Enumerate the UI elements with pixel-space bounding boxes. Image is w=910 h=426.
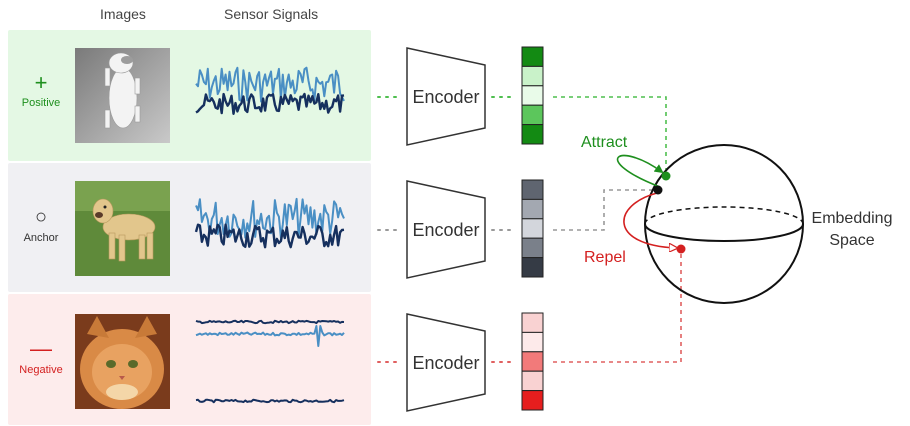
signal-trace — [194, 223, 345, 249]
repel-label: Repel — [584, 249, 626, 266]
anchor-label: Anchor — [23, 232, 59, 244]
repel-arrow — [623, 192, 676, 248]
positive-sensor-signals — [195, 66, 345, 115]
embedding-cell — [521, 351, 544, 372]
embedding-cell — [521, 218, 544, 239]
negative-symbol: — — [30, 336, 52, 361]
embedding-cell — [521, 312, 544, 333]
anchor-point — [653, 185, 663, 195]
positive-dog-photo — [75, 48, 170, 143]
negative-embedding-path — [553, 252, 682, 363]
positive-embedding-path — [553, 96, 667, 170]
embedding-space-label-line1: Embedding — [812, 210, 893, 227]
negative-label: Negative — [19, 364, 63, 376]
signal-trace — [195, 66, 345, 103]
sensor-signals-header: Sensor Signals — [224, 6, 319, 22]
attract-arrow — [616, 154, 664, 188]
embedding-cell — [521, 198, 544, 220]
positive-encoder-label: Encoder — [412, 87, 479, 107]
attract-label: Attract — [581, 134, 628, 151]
embedding-cell — [521, 124, 544, 145]
positive-symbol: + — [34, 70, 48, 95]
embedding-cell — [521, 331, 544, 353]
anchor-embedding-path — [553, 189, 652, 231]
embedding-cell — [521, 237, 544, 259]
anchor-row-panel — [8, 163, 371, 292]
anchor-dog-photo — [75, 181, 170, 276]
positive-label: Positive — [21, 97, 61, 109]
embedding-cell — [521, 257, 544, 278]
embedding-cell — [521, 46, 544, 67]
signal-trace — [195, 92, 345, 115]
negative-cat-photo — [75, 314, 170, 409]
embedding-cell — [521, 85, 544, 106]
anchor-symbol: ○ — [34, 206, 48, 228]
negative-encoder-label: Encoder — [412, 353, 479, 373]
embedding-cell — [521, 390, 544, 411]
embedding-cell — [521, 179, 544, 200]
positive-embedding-vector — [521, 46, 544, 145]
anchor-encoder: Encoder — [406, 180, 486, 279]
negative-sensor-signals — [195, 319, 345, 404]
negative-point — [676, 244, 686, 254]
embedding-cell — [521, 65, 544, 87]
positive-row-panel — [8, 30, 371, 161]
negative-row-panel — [8, 294, 371, 425]
positive-encoder: Encoder — [406, 47, 486, 146]
positive-point — [661, 171, 671, 181]
negative-embedding-vector — [521, 312, 544, 411]
anchor-embedding-vector — [521, 179, 544, 278]
negative-encoder: Encoder — [406, 313, 486, 412]
images-header: Images — [100, 6, 146, 22]
embedding-space-label-line2: Space — [829, 232, 874, 249]
embedding-sphere — [644, 144, 804, 304]
signal-trace — [195, 319, 345, 325]
signal-trace — [195, 398, 345, 404]
embedding-cell — [521, 104, 544, 126]
embedding-cell — [521, 370, 544, 392]
signal-trace — [195, 197, 345, 239]
signal-trace — [195, 325, 345, 347]
anchor-sensor-signals — [194, 197, 345, 249]
anchor-encoder-label: Encoder — [412, 220, 479, 240]
